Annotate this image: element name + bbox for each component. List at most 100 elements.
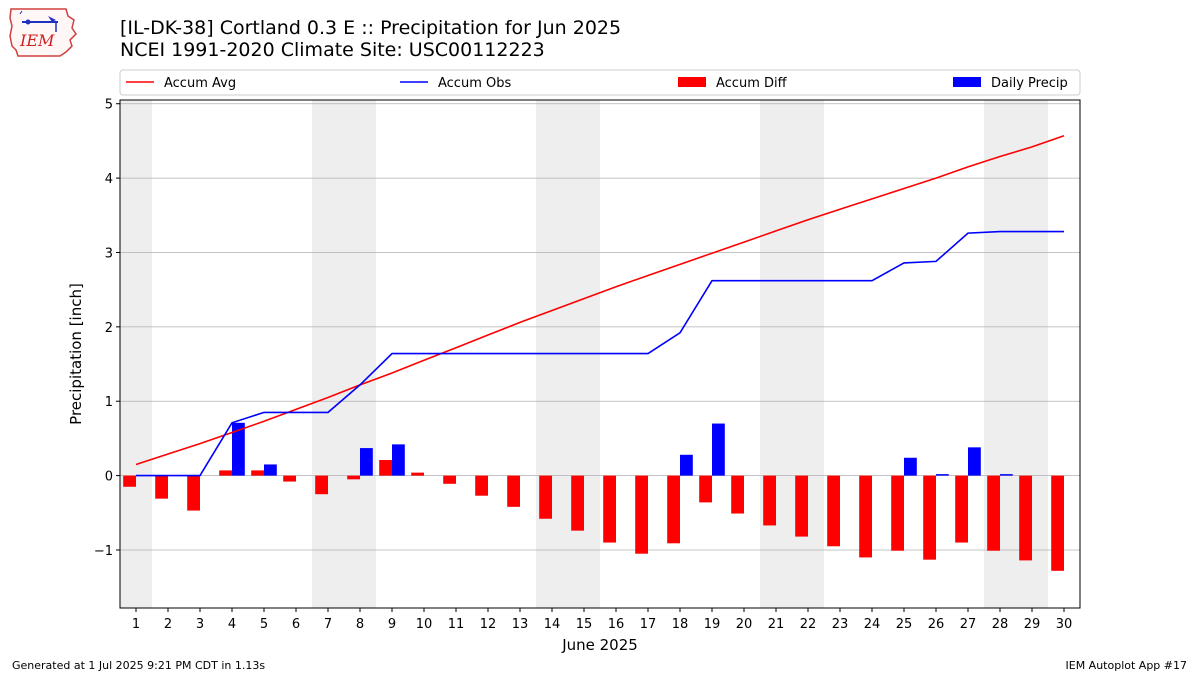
x-tick-label: 5 [260, 617, 268, 632]
accum-diff-bar [731, 475, 744, 514]
accum-diff-bar [955, 475, 968, 543]
chart-subtitle: NCEI 1991-2020 Climate Site: USC00112223 [120, 39, 545, 61]
x-tick-label: 24 [864, 617, 881, 632]
accum-avg-line [135, 134, 1065, 466]
accum-diff-bar [923, 475, 936, 560]
x-tick-label: 7 [324, 617, 332, 632]
x-tick-label: 12 [480, 617, 497, 632]
accum-diff-bar [443, 475, 456, 484]
accum-diff-bar [347, 475, 360, 480]
daily-precip-bar [968, 447, 981, 476]
accum-diff-bar [1051, 475, 1064, 571]
x-tick-label: 13 [512, 617, 529, 632]
logo-text: IEM [19, 31, 55, 50]
x-tick-label: 22 [800, 617, 817, 632]
daily-precip-bar [264, 464, 277, 476]
x-tick-label: 6 [292, 617, 300, 632]
x-tick-label: 8 [356, 617, 364, 632]
daily-precip-bar [712, 423, 725, 476]
y-tick-label: 5 [105, 98, 113, 113]
accum-diff-bar [539, 475, 552, 519]
x-tick-label: 17 [640, 617, 657, 632]
plot-frame [119, 99, 1081, 609]
daily-precip-bar [680, 454, 693, 476]
daily-precip-bar [904, 457, 917, 476]
accum-diff-bar [379, 459, 392, 476]
daily-precip-bar [360, 448, 373, 476]
x-tick-label: 20 [736, 617, 753, 632]
weekend-shade-day-1 [120, 100, 152, 608]
x-tick-label: 28 [992, 617, 1009, 632]
accum-diff-bar [315, 475, 328, 495]
x-tick-label: 15 [576, 617, 593, 632]
x-tick-label: 21 [768, 617, 785, 632]
accum-diff-bar [987, 475, 1000, 551]
x-tick-label: 1 [132, 617, 140, 632]
accum-diff-bar [283, 475, 296, 482]
y-tick-label: 0 [105, 470, 113, 485]
accum-diff-bar [763, 475, 776, 526]
x-tick-label: 11 [448, 617, 465, 632]
legend-label-accum-obs: Accum Obs [438, 76, 511, 91]
x-tick-label: 2 [164, 617, 172, 632]
weekend-shade-day-21 [760, 100, 792, 608]
x-tick-label: 29 [1024, 617, 1041, 632]
x-tick-label: 3 [196, 617, 204, 632]
accum-diff-bar [891, 475, 904, 551]
daily-precip-bar [392, 444, 405, 476]
accum-diff-bar [571, 475, 584, 531]
y-tick-label: 1 [105, 395, 113, 410]
legend-label-daily-precip: Daily Precip [991, 76, 1068, 91]
legend-swatch-daily-precip [953, 77, 981, 87]
legend-label-accum-diff: Accum Diff [716, 76, 788, 91]
accum-diff-bar [859, 475, 872, 558]
accum-diff-bar [635, 475, 648, 554]
daily-precip-bar [936, 474, 949, 476]
y-axis-label: Precipitation [inch] [67, 283, 85, 425]
y-tick-label: −1 [94, 544, 113, 559]
x-tick-label: 14 [544, 617, 561, 632]
x-tick-label: 23 [832, 617, 849, 632]
y-tick-label: 3 [105, 246, 113, 261]
accum-diff-bar [507, 475, 520, 507]
legend-box [119, 69, 1081, 96]
weekend-shade-day-8 [344, 100, 376, 608]
accum-obs-line [136, 230, 1064, 477]
weekend-shade-day-7 [312, 100, 344, 608]
accum-diff-bar [699, 475, 712, 503]
accum-diff-bar [123, 475, 136, 487]
x-tick-label: 25 [896, 617, 913, 632]
daily-precip-bar [232, 422, 245, 476]
y-tick-label: 2 [105, 321, 113, 336]
accum-diff-bar [1019, 475, 1032, 561]
x-tick-label: 26 [928, 617, 945, 632]
x-tick-label: 27 [960, 617, 977, 632]
accum-diff-bar [411, 472, 424, 476]
x-tick-label: 4 [228, 617, 236, 632]
accum-diff-bar [827, 475, 840, 547]
x-tick-label: 10 [416, 617, 433, 632]
x-tick-label: 30 [1056, 617, 1073, 632]
legend-swatch-accum-diff [678, 77, 706, 87]
generated-footer: Generated at 1 Jul 2025 9:21 PM CDT in 1… [12, 659, 266, 672]
x-tick-label: 16 [608, 617, 625, 632]
accum-diff-bar [795, 475, 808, 537]
iem-logo: IEM [8, 6, 80, 60]
y-tick-label: 4 [105, 172, 113, 187]
accum-diff-bar [667, 475, 680, 544]
x-tick-label: 9 [388, 617, 396, 632]
x-tick-label: 19 [704, 617, 721, 632]
accum-diff-bar [155, 475, 168, 499]
accum-diff-bar [187, 475, 200, 511]
accum-diff-bar [475, 475, 488, 496]
app-footer: IEM Autoplot App #17 [1065, 659, 1188, 672]
x-tick-label: 18 [672, 617, 689, 632]
legend-label-accum-avg: Accum Avg [164, 76, 236, 91]
chart-title: [IL-DK-38] Cortland 0.3 E :: Precipitati… [120, 17, 622, 39]
accum-diff-bar [219, 470, 232, 476]
accum-diff-bar [603, 475, 616, 543]
accum-diff-bar [251, 470, 264, 476]
daily-precip-bar [1000, 474, 1013, 476]
x-axis-label: June 2025 [561, 636, 638, 654]
